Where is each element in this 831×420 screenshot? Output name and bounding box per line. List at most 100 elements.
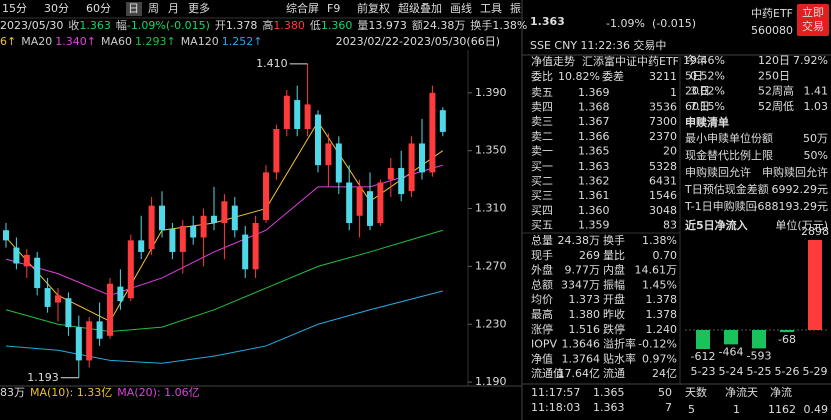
stat-label: 溢折率 [603, 337, 636, 351]
footer-header: 净流天 [725, 385, 758, 399]
book-price: 1.362 [578, 175, 610, 188]
info-label: 额 [412, 19, 423, 32]
ma-line [5, 290, 443, 364]
candle-body [335, 143, 342, 183]
flow-bar [808, 240, 822, 330]
book-volume: 2370 [649, 130, 677, 143]
flow-bar [752, 330, 766, 349]
stat-label: 贴水率 [603, 351, 636, 365]
trade-button-label[interactable]: 立即 [802, 5, 824, 19]
fund-name: 中药ETF [751, 7, 793, 20]
candle-body [211, 215, 217, 224]
trade-time: 11:17:57 [531, 386, 580, 399]
book-level: 卖一 [531, 144, 553, 157]
trade-button-label[interactable]: 交易 [802, 19, 824, 33]
volume-ma: MA(10): 1.33亿 [30, 386, 112, 399]
footer-header: 净流 [770, 385, 792, 399]
creation-label: 申购赎回允许 [685, 165, 751, 179]
order-ratio: 委比 [531, 70, 553, 83]
stat-label: 总量 [531, 233, 553, 247]
candle-body [23, 254, 30, 267]
flow-date: 5-24 [719, 365, 744, 378]
info-label: 收 [68, 18, 79, 32]
order-ratio: 委差 [602, 69, 624, 83]
creation-label: 现金替代比例上限 [685, 148, 773, 162]
status: SSE CNY 11:22:36 交易中 [530, 38, 666, 52]
book-volume: 7300 [649, 115, 677, 128]
stat-value: 1.373 [569, 293, 601, 306]
volume-ma: MA(20): 1.06亿 [117, 386, 199, 399]
period-tab[interactable]: 周 [148, 2, 159, 15]
book-volume: 5328 [649, 160, 677, 173]
stat-value: 24亿 [652, 367, 677, 380]
volume-header: 83万 MA(10): 1.33亿 MA(20): 1.06亿 [0, 386, 200, 399]
tool-button[interactable]: 综合屏 [286, 1, 319, 15]
ma-header: 6↑ MA20 1.340↑ MA60 1.293↑ MA120 1.252↑ [0, 35, 262, 48]
candle-body [315, 114, 321, 166]
tool-button[interactable]: 前复权 [357, 1, 390, 15]
perf-value: 3.02% [690, 85, 725, 98]
tool-button[interactable]: 超级叠加 [398, 1, 442, 15]
flow-value: 2898 [801, 225, 829, 238]
ma-value: 6↑ [0, 35, 16, 48]
trade-button[interactable] [797, 4, 829, 36]
stat-label: 跌停 [603, 322, 625, 336]
footer-header: 天数 [685, 386, 707, 399]
tool-button[interactable]: 振 [510, 1, 521, 15]
perf-value: 1.41 [804, 85, 829, 98]
candle-body [107, 283, 113, 336]
y-tick-label: 1.350 [475, 144, 507, 157]
candle-body [325, 143, 332, 166]
info-label: 幅 [116, 19, 127, 32]
period-tab[interactable]: 60分 [86, 2, 111, 15]
ma-line [5, 229, 443, 332]
fund-code: 560080 [751, 24, 793, 37]
flow-bar [724, 330, 738, 345]
stat-value: 17.64亿 [558, 367, 601, 380]
text: 2023/02/22-2023/05/30(66日) [336, 35, 500, 48]
stat-value: 1.240 [646, 323, 678, 336]
footer-value: 5 [688, 403, 695, 416]
book-level: 买五 [531, 218, 553, 231]
stat-value: 1.380 [569, 308, 601, 321]
book-level: 买一 [531, 160, 553, 173]
stat-value: 269 [579, 249, 600, 262]
ma-value: 1.293↑ [135, 35, 176, 48]
flow-bar [696, 330, 710, 350]
tool-button[interactable]: 工具 [480, 2, 502, 15]
info-value: 1.378 [226, 19, 258, 32]
tool-button[interactable]: F9 [327, 2, 340, 15]
book-volume: 3536 [649, 101, 677, 114]
order-ratio: 3211 [649, 70, 677, 83]
candle-body [356, 186, 363, 216]
period-tab[interactable]: 30分 [44, 2, 69, 15]
flow-date: 5-26 [775, 365, 800, 378]
stat-label: 振幅 [603, 277, 625, 291]
book-level: 买三 [531, 189, 553, 202]
candle-body [65, 298, 72, 328]
period-tab[interactable]: 月 [168, 2, 179, 15]
period-tab[interactable]: 更多 [188, 1, 210, 15]
candle-body [75, 327, 82, 361]
candle-body [117, 286, 124, 302]
info-value: 1.360 [321, 19, 353, 32]
candle-body [190, 225, 197, 238]
unit: 单位(万元) [775, 218, 828, 232]
trade-volume: 7 [665, 401, 672, 414]
period-tab[interactable]: 15分 [2, 2, 27, 15]
candle-body [419, 143, 425, 173]
stat-label: 换手 [603, 233, 625, 247]
period-tab[interactable]: 日 [128, 2, 139, 15]
stat-label: 流通值 [531, 366, 564, 380]
book-volume: 1546 [649, 189, 677, 202]
y-tick-label: 1.390 [475, 86, 507, 99]
nav-tab[interactable]: 净值走势 [531, 54, 575, 68]
tool-button[interactable]: 画线 [450, 1, 472, 15]
creation-label: T-1日申购赎回 [684, 199, 757, 213]
trade-time: 11:18:03 [531, 401, 580, 414]
candle-body [159, 205, 165, 231]
flow-value: -464 [719, 345, 744, 358]
candle-body [273, 128, 280, 173]
stat-label: 均价 [531, 293, 553, 306]
